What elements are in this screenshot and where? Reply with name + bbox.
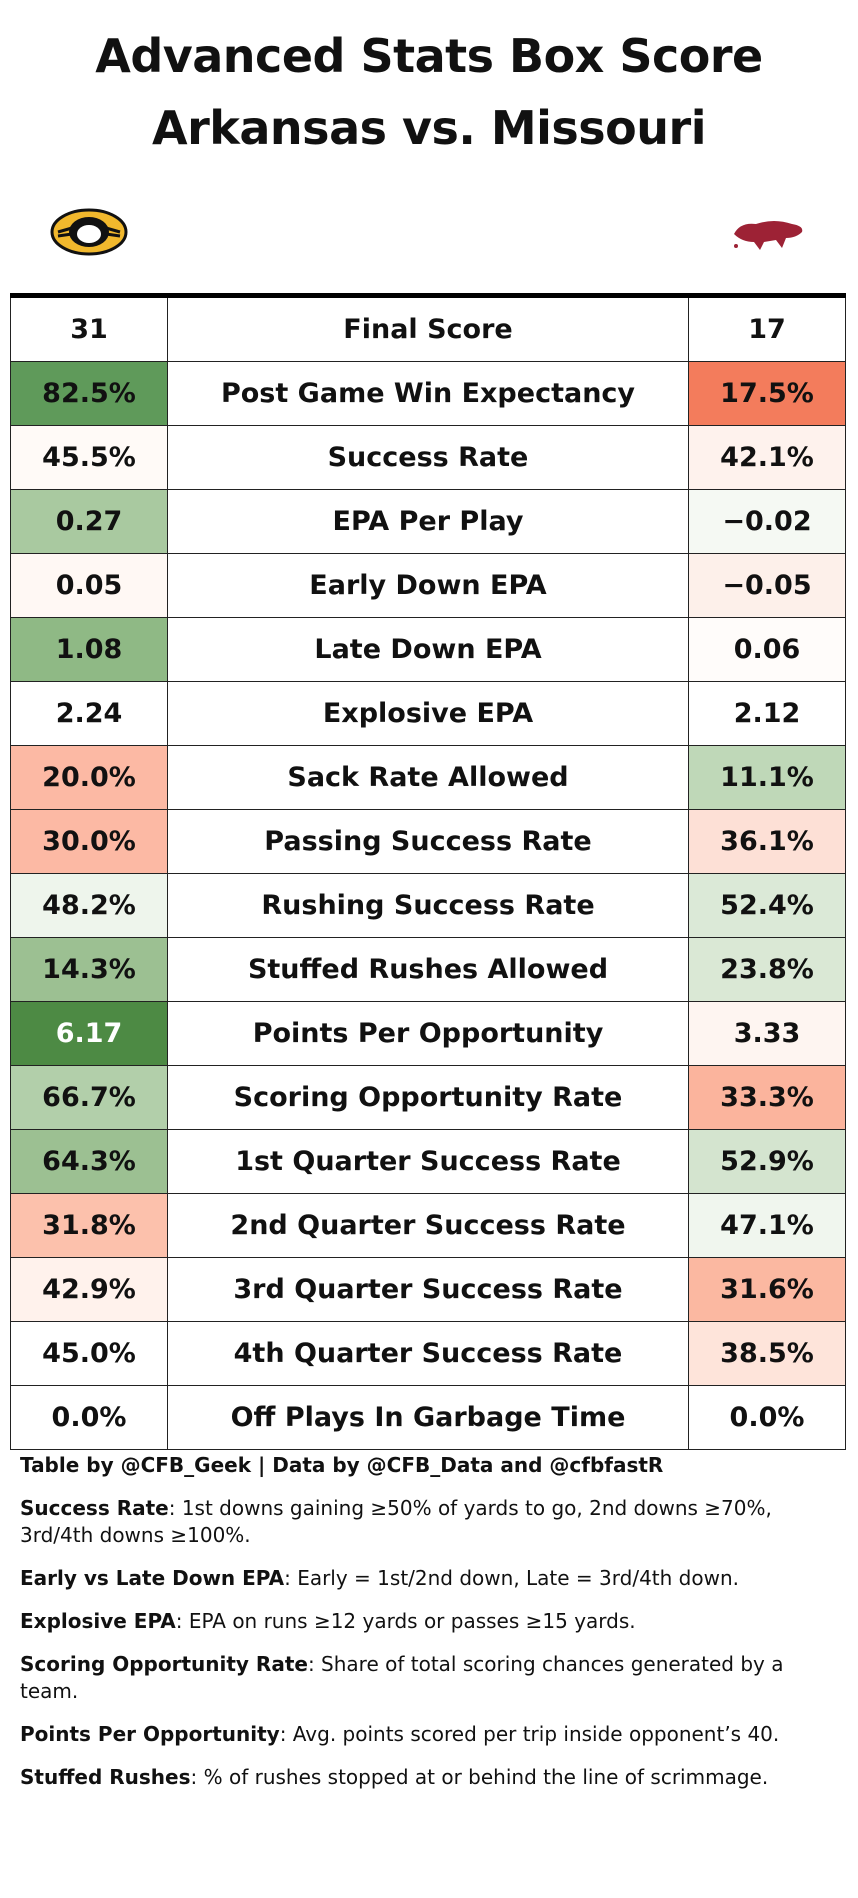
stat-label: Early Down EPA bbox=[167, 553, 689, 618]
table-row: 31.8% 2nd Quarter Success Rate 47.1% bbox=[10, 1193, 846, 1258]
right-value: −0.02 bbox=[688, 489, 846, 554]
table-row: 0.05 Early Down EPA −0.05 bbox=[10, 553, 846, 618]
note-term: Success Rate bbox=[20, 1496, 169, 1520]
left-value: 45.0% bbox=[10, 1321, 168, 1386]
right-value: 0.06 bbox=[688, 617, 846, 682]
note-text: : EPA on runs ≥12 yards or passes ≥15 ya… bbox=[175, 1609, 636, 1633]
left-value: 30.0% bbox=[10, 809, 168, 874]
note-text: : 1st downs gaining ≥50% of yards to go,… bbox=[20, 1496, 772, 1547]
note-term: Stuffed Rushes bbox=[20, 1765, 191, 1789]
stat-label: 4th Quarter Success Rate bbox=[167, 1321, 689, 1386]
table-row: 0.27 EPA Per Play −0.02 bbox=[10, 489, 846, 554]
stats-table: 31 Final Score 17 82.5% Post Game Win Expect… bbox=[10, 293, 846, 1450]
stat-label: Points Per Opportunity bbox=[167, 1001, 689, 1066]
table-row: 20.0% Sack Rate Allowed 11.1% bbox=[10, 745, 846, 810]
note: Points Per Opportunity: Avg. points scor… bbox=[20, 1721, 836, 1748]
title: Advanced Stats Box Score bbox=[95, 29, 763, 83]
table-row: 31 Final Score 17 bbox=[10, 295, 846, 362]
left-value: 66.7% bbox=[10, 1065, 168, 1130]
right-value: 3.33 bbox=[688, 1001, 846, 1066]
left-value: 45.5% bbox=[10, 425, 168, 490]
right-value: 0.0% bbox=[688, 1385, 846, 1450]
left-value: 6.17 bbox=[10, 1001, 168, 1066]
stat-label: Explosive EPA bbox=[167, 681, 689, 746]
table-row: 48.2% Rushing Success Rate 52.4% bbox=[10, 873, 846, 938]
right-value: 36.1% bbox=[688, 809, 846, 874]
note-term: Points Per Opportunity bbox=[20, 1722, 280, 1746]
table-row: 64.3% 1st Quarter Success Rate 52.9% bbox=[10, 1129, 846, 1194]
left-value: 48.2% bbox=[10, 873, 168, 938]
table-row: 45.0% 4th Quarter Success Rate 38.5% bbox=[10, 1321, 846, 1386]
stat-label: 3rd Quarter Success Rate bbox=[167, 1257, 689, 1322]
notes: Table by @CFB_Geek | Data by @CFB_Data a… bbox=[20, 1452, 836, 1807]
left-value: 20.0% bbox=[10, 745, 168, 810]
table-row: 0.0% Off Plays In Garbage Time 0.0% bbox=[10, 1385, 846, 1450]
table-row: 66.7% Scoring Opportunity Rate 33.3% bbox=[10, 1065, 846, 1130]
left-value: 64.3% bbox=[10, 1129, 168, 1194]
right-value: 33.3% bbox=[688, 1065, 846, 1130]
table-row: 42.9% 3rd Quarter Success Rate 31.6% bbox=[10, 1257, 846, 1322]
arkansas-logo bbox=[734, 221, 803, 250]
right-value: −0.05 bbox=[688, 553, 846, 618]
right-value: 42.1% bbox=[688, 425, 846, 490]
right-value: 17 bbox=[688, 295, 846, 362]
credit: Table by @CFB_Geek | Data by @CFB_Data a… bbox=[20, 1453, 664, 1477]
note-text: : % of rushes stopped at or behind the l… bbox=[190, 1765, 769, 1789]
table-row: 1.08 Late Down EPA 0.06 bbox=[10, 617, 846, 682]
table-row: 45.5% Success Rate 42.1% bbox=[10, 425, 846, 490]
stat-label: Stuffed Rushes Allowed bbox=[167, 937, 689, 1002]
stat-label: Sack Rate Allowed bbox=[167, 745, 689, 810]
note: Success Rate: 1st downs gaining ≥50% of … bbox=[20, 1495, 836, 1549]
right-value: 11.1% bbox=[688, 745, 846, 810]
note-text: : Share of total scoring chances generat… bbox=[20, 1652, 784, 1703]
right-value: 52.4% bbox=[688, 873, 846, 938]
left-value: 42.9% bbox=[10, 1257, 168, 1322]
right-value: 52.9% bbox=[688, 1129, 846, 1194]
table-row: 6.17 Points Per Opportunity 3.33 bbox=[10, 1001, 846, 1066]
stat-label: Rushing Success Rate bbox=[167, 873, 689, 938]
note-text: : Early = 1st/2nd down, Late = 3rd/4th d… bbox=[284, 1566, 739, 1590]
stat-label: Scoring Opportunity Rate bbox=[167, 1065, 689, 1130]
right-value: 2.12 bbox=[688, 681, 846, 746]
stat-label: Passing Success Rate bbox=[167, 809, 689, 874]
note-text: : Avg. points scored per trip inside opp… bbox=[279, 1722, 780, 1746]
missouri-logo bbox=[50, 208, 128, 256]
right-value: 47.1% bbox=[688, 1193, 846, 1258]
right-value: 17.5% bbox=[688, 361, 846, 426]
stat-label: 1st Quarter Success Rate bbox=[167, 1129, 689, 1194]
note: Early vs Late Down EPA: Early = 1st/2nd … bbox=[20, 1565, 836, 1592]
left-value: 0.0% bbox=[10, 1385, 168, 1450]
left-value: 14.3% bbox=[10, 937, 168, 1002]
right-value: 38.5% bbox=[688, 1321, 846, 1386]
note-term: Explosive EPA bbox=[20, 1609, 176, 1633]
note: Scoring Opportunity Rate: Share of total… bbox=[20, 1651, 836, 1705]
left-value: 0.05 bbox=[10, 553, 168, 618]
left-value: 2.24 bbox=[10, 681, 168, 746]
title-block: Advanced Stats Box Score Arkansas vs. Mi… bbox=[0, 20, 858, 164]
stat-label: Post Game Win Expectancy bbox=[167, 361, 689, 426]
stat-label: 2nd Quarter Success Rate bbox=[167, 1193, 689, 1258]
left-value: 31 bbox=[10, 295, 168, 362]
subtitle: Arkansas vs. Missouri bbox=[152, 101, 706, 155]
right-value: 23.8% bbox=[688, 937, 846, 1002]
note-term: Early vs Late Down EPA bbox=[20, 1566, 285, 1590]
note: Stuffed Rushes: % of rushes stopped at o… bbox=[20, 1764, 836, 1791]
note-term: Scoring Opportunity Rate bbox=[20, 1652, 308, 1676]
right-value: 31.6% bbox=[688, 1257, 846, 1322]
stat-label: EPA Per Play bbox=[167, 489, 689, 554]
stat-label: Off Plays In Garbage Time bbox=[167, 1385, 689, 1450]
table-row: 2.24 Explosive EPA 2.12 bbox=[10, 681, 846, 746]
table-row: 30.0% Passing Success Rate 36.1% bbox=[10, 809, 846, 874]
left-value: 0.27 bbox=[10, 489, 168, 554]
table-row: 14.3% Stuffed Rushes Allowed 23.8% bbox=[10, 937, 846, 1002]
left-value: 1.08 bbox=[10, 617, 168, 682]
left-value: 82.5% bbox=[10, 361, 168, 426]
table-row: 82.5% Post Game Win Expectancy 17.5% bbox=[10, 361, 846, 426]
stat-label: Success Rate bbox=[167, 425, 689, 490]
left-value: 31.8% bbox=[10, 1193, 168, 1258]
stat-label: Late Down EPA bbox=[167, 617, 689, 682]
note: Explosive EPA: EPA on runs ≥12 yards or … bbox=[20, 1608, 836, 1635]
stat-label: Final Score bbox=[167, 295, 689, 362]
